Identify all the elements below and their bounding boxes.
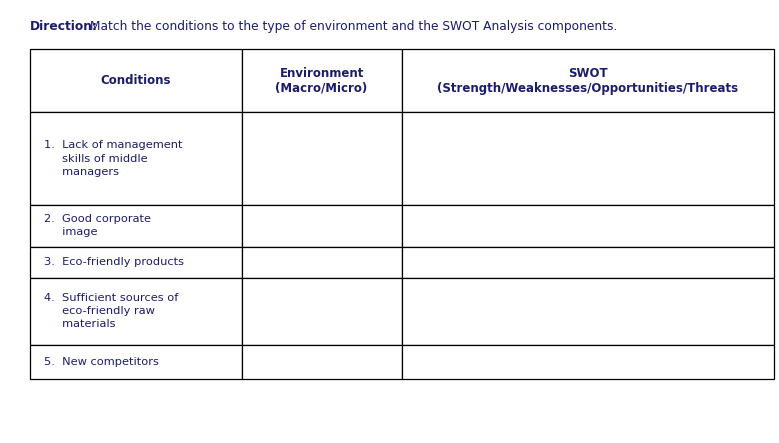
Bar	[30, 278, 241, 345]
Text: Direction:: Direction:	[30, 20, 97, 33]
Bar	[241, 247, 401, 278]
Text: Environment
(Macro/Micro): Environment (Macro/Micro)	[276, 66, 368, 94]
Text: 3.  Eco-friendly products: 3. Eco-friendly products	[44, 257, 184, 267]
Text: 5.  New competitors: 5. New competitors	[44, 357, 158, 367]
Bar	[241, 49, 401, 113]
Bar	[241, 345, 401, 379]
Text: 4.  Sufficient sources of
     eco-friendly raw
     materials: 4. Sufficient sources of eco-friendly ra…	[44, 293, 178, 330]
Bar	[401, 345, 774, 379]
Bar	[241, 113, 401, 205]
Bar	[30, 205, 241, 247]
Bar	[241, 278, 401, 345]
Bar	[401, 205, 774, 247]
Bar	[30, 113, 241, 205]
Text: Match the conditions to the type of environment and the SWOT Analysis components: Match the conditions to the type of envi…	[86, 20, 617, 33]
Text: 2.  Good corporate
     image: 2. Good corporate image	[44, 214, 150, 237]
Bar	[401, 247, 774, 278]
Text: Conditions: Conditions	[100, 74, 171, 87]
Bar	[241, 205, 401, 247]
Bar	[30, 247, 241, 278]
Bar	[401, 278, 774, 345]
Bar	[30, 345, 241, 379]
Bar	[30, 49, 241, 113]
Bar	[401, 113, 774, 205]
Bar	[401, 49, 774, 113]
Text: 1.  Lack of management
     skills of middle
     managers: 1. Lack of management skills of middle m…	[44, 140, 182, 177]
Text: SWOT
(Strength/Weaknesses/Opportunities/Threats: SWOT (Strength/Weaknesses/Opportunities/…	[437, 66, 738, 94]
